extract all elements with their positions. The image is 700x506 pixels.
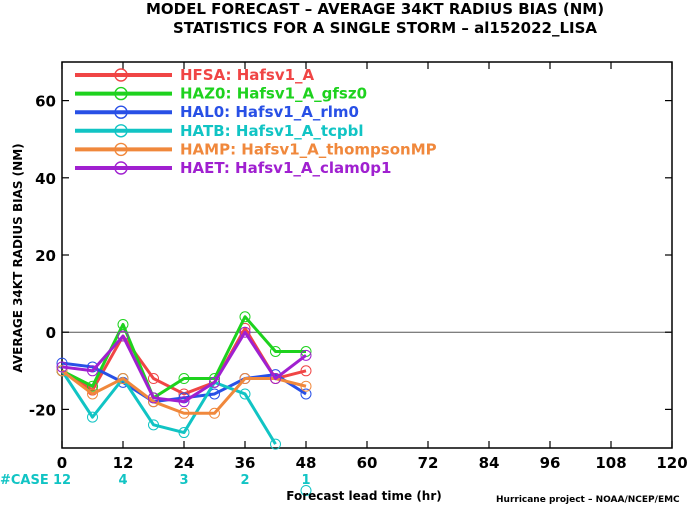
data-point	[270, 373, 281, 385]
series-line	[61, 361, 307, 404]
data-point	[148, 392, 159, 404]
legend-marker	[114, 68, 128, 82]
case-count-label: #CASE	[0, 473, 49, 488]
y-tick-label: 0	[46, 324, 56, 342]
x-tick-label: 96	[540, 454, 561, 472]
data-point	[239, 311, 251, 323]
legend-label: HAET: Hafsv1_A_clam0p1	[180, 159, 391, 177]
legend-marker	[114, 142, 128, 157]
data-point	[178, 427, 190, 439]
data-point	[178, 396, 190, 408]
legend-label: HATB: Hafsv1_A_tcpbl	[180, 122, 364, 140]
legend-label: HFSA: Hafsv1_A	[180, 66, 315, 84]
data-point	[87, 365, 98, 377]
case-count: 2	[240, 473, 249, 488]
data-point	[209, 376, 220, 388]
data-point	[300, 388, 312, 400]
case-count: 3	[179, 473, 188, 488]
data-point	[117, 330, 129, 342]
data-point	[178, 373, 190, 385]
data-point	[300, 380, 312, 392]
data-point	[148, 419, 159, 431]
credit-text: Hurricane project – NOAA/NCEP/EMC	[496, 495, 680, 505]
x-tick-label: 84	[479, 454, 500, 472]
data-point	[148, 373, 159, 385]
x-tick-label: 120	[656, 454, 687, 472]
x-tick-label: 72	[418, 454, 439, 472]
case-count: 1	[301, 473, 310, 488]
data-point	[270, 346, 281, 357]
data-point	[178, 407, 190, 419]
legend-marker	[114, 105, 128, 119]
data-point	[87, 388, 98, 400]
legend-marker	[114, 124, 128, 138]
legend-marker	[114, 161, 128, 175]
x-tick-label: 60	[357, 454, 378, 472]
chart-title-line2: STATISTICS FOR A SINGLE STORM – al152022…	[173, 19, 597, 37]
legend-label: HAMP: Hafsv1_A_thompsonMP	[180, 140, 437, 158]
x-tick-label: 0	[57, 454, 67, 472]
data-point	[270, 438, 281, 450]
x-tick-label: 24	[174, 454, 195, 472]
x-tick-label: 12	[113, 454, 134, 472]
y-axis-label: AVERAGE 34KT RADIUS BIAS (NM)	[11, 143, 25, 372]
data-point	[87, 380, 98, 392]
data-point	[117, 373, 129, 385]
data-point	[300, 365, 312, 377]
y-tick-label: 20	[35, 247, 56, 265]
plot-frame	[61, 61, 673, 449]
x-tick-label: 48	[296, 454, 317, 472]
series-line	[61, 369, 307, 415]
series-line	[61, 330, 307, 404]
data-point	[56, 361, 68, 373]
y-tick-label: 40	[35, 170, 56, 188]
data-point	[239, 373, 251, 385]
y-tick-label: -20	[29, 401, 56, 419]
data-point	[56, 365, 68, 377]
data-point	[239, 326, 251, 338]
data-point	[87, 411, 98, 423]
y-tick-label: 60	[35, 93, 56, 111]
x-axis-label: Forecast lead time (hr)	[286, 489, 442, 503]
case-count: 4	[118, 473, 127, 488]
data-point	[239, 388, 251, 400]
legend-label: HAZ0: Hafsv1_A_gfsz0	[180, 85, 367, 103]
chart-title-line1: MODEL FORECAST – AVERAGE 34KT RADIUS BIA…	[146, 0, 604, 18]
data-point	[300, 484, 312, 496]
series-line	[61, 315, 306, 400]
data-point	[209, 407, 220, 419]
legend-label: HAL0: Hafsv1_A_rlm0	[180, 103, 359, 121]
x-tick-label: 36	[235, 454, 256, 472]
data-point	[209, 388, 220, 400]
series-line	[61, 326, 307, 396]
data-point	[300, 349, 312, 361]
data-point	[117, 318, 129, 330]
case-count: 12	[53, 473, 71, 488]
legend-marker	[114, 86, 128, 101]
x-tick-label: 108	[595, 454, 626, 472]
